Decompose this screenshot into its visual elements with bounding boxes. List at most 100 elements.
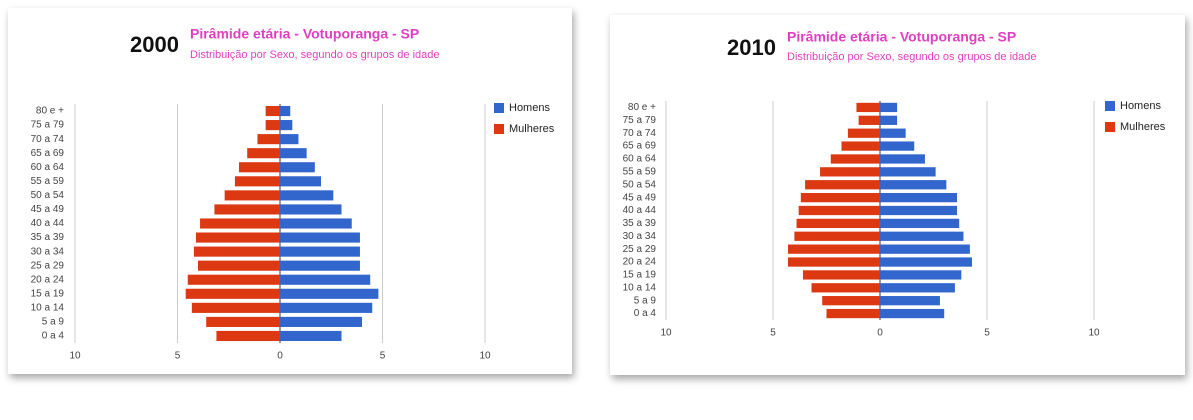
y-tick-label: 35 a 39 <box>623 218 657 229</box>
bar <box>200 218 280 229</box>
bar <box>880 180 947 190</box>
y-tick-label: 35 a 39 <box>31 232 65 243</box>
bar <box>787 257 880 267</box>
x-tick-label: 5 <box>770 328 776 339</box>
bar <box>198 260 280 271</box>
bar <box>280 302 373 313</box>
bar <box>802 270 880 280</box>
legend-label: Homens <box>1120 100 1161 112</box>
bar <box>880 244 970 254</box>
x-tick-label: 0 <box>877 328 883 339</box>
bar <box>880 296 940 306</box>
y-tick-label: 45 a 49 <box>623 192 657 203</box>
bar <box>822 296 880 306</box>
y-tick-label: 25 a 29 <box>31 260 65 271</box>
bar <box>830 154 880 164</box>
legend-swatch <box>1105 101 1115 111</box>
bar <box>880 102 898 113</box>
bar <box>193 246 280 257</box>
bar <box>280 246 360 257</box>
y-tick-label: 40 a 44 <box>623 205 657 216</box>
y-tick-label: 10 a 14 <box>31 302 65 313</box>
bar <box>224 190 280 201</box>
x-tick-label: 5 <box>175 351 181 362</box>
y-tick-label: 65 a 69 <box>31 148 65 159</box>
legend-swatch <box>1105 122 1115 132</box>
bar <box>280 218 352 229</box>
bar <box>280 316 362 327</box>
y-tick-label: 15 a 19 <box>31 288 65 299</box>
bar <box>880 154 925 164</box>
bar <box>280 204 342 215</box>
bar <box>880 231 964 241</box>
chart-title: Pirâmide etária - Votuporanga - SP <box>787 29 1016 45</box>
y-tick-label: 45 a 49 <box>31 204 65 215</box>
x-tick-label: 10 <box>69 351 81 362</box>
y-tick-label: 75 a 79 <box>623 115 657 126</box>
bar <box>185 288 280 299</box>
bar <box>280 134 299 145</box>
y-tick-label: 80 e + <box>628 102 656 113</box>
bar <box>798 205 880 216</box>
bar <box>206 316 280 327</box>
y-tick-label: 30 a 34 <box>623 231 657 242</box>
bar <box>880 308 945 319</box>
x-tick-label: 5 <box>984 328 990 339</box>
y-tick-label: 60 a 64 <box>623 154 657 165</box>
y-tick-label: 50 a 54 <box>623 179 657 190</box>
bar <box>195 232 280 243</box>
bar <box>280 260 360 271</box>
bar <box>820 167 880 177</box>
y-tick-label: 50 a 54 <box>31 190 65 201</box>
bar <box>280 190 334 201</box>
bar <box>280 330 342 342</box>
bar <box>858 115 880 125</box>
y-tick-label: 30 a 34 <box>31 246 65 257</box>
bar <box>265 105 280 117</box>
bar <box>794 231 880 241</box>
bar <box>880 283 955 293</box>
bar <box>880 205 958 216</box>
legend-swatch <box>494 103 504 113</box>
bar <box>796 218 880 229</box>
y-tick-label: 75 a 79 <box>31 120 65 131</box>
legend-label: Homens <box>509 102 550 114</box>
bar <box>214 204 280 215</box>
y-tick-label: 5 a 9 <box>42 317 65 328</box>
x-tick-label: 0 <box>277 351 283 362</box>
y-tick-label: 20 a 24 <box>31 274 65 285</box>
bar <box>847 128 880 138</box>
x-tick-label: 10 <box>660 328 672 339</box>
bar <box>187 274 280 285</box>
bar <box>280 274 371 285</box>
y-tick-label: 5 a 9 <box>634 295 657 306</box>
y-tick-label: 60 a 64 <box>31 162 65 173</box>
y-tick-label: 55 a 59 <box>31 176 65 187</box>
bar <box>787 244 880 254</box>
bar <box>280 288 379 299</box>
legend-swatch <box>494 124 504 134</box>
year-label: 2010 <box>727 35 776 60</box>
y-tick-label: 70 a 74 <box>623 128 657 139</box>
bar <box>239 162 280 173</box>
bar <box>811 283 880 293</box>
bar <box>280 232 360 243</box>
bar <box>880 270 962 280</box>
bar <box>265 120 280 131</box>
legend-label: Mulheres <box>1120 121 1166 133</box>
y-tick-label: 15 a 19 <box>623 270 657 281</box>
bar <box>234 176 280 187</box>
bar <box>805 180 880 190</box>
bar <box>841 141 880 151</box>
bar <box>280 162 315 173</box>
bar <box>280 148 307 159</box>
bar <box>257 134 280 145</box>
y-tick-label: 80 e + <box>36 106 64 117</box>
bar <box>280 176 321 187</box>
bar <box>880 218 960 229</box>
bar <box>280 120 293 131</box>
bar <box>826 308 880 319</box>
x-tick-label: 5 <box>380 351 386 362</box>
